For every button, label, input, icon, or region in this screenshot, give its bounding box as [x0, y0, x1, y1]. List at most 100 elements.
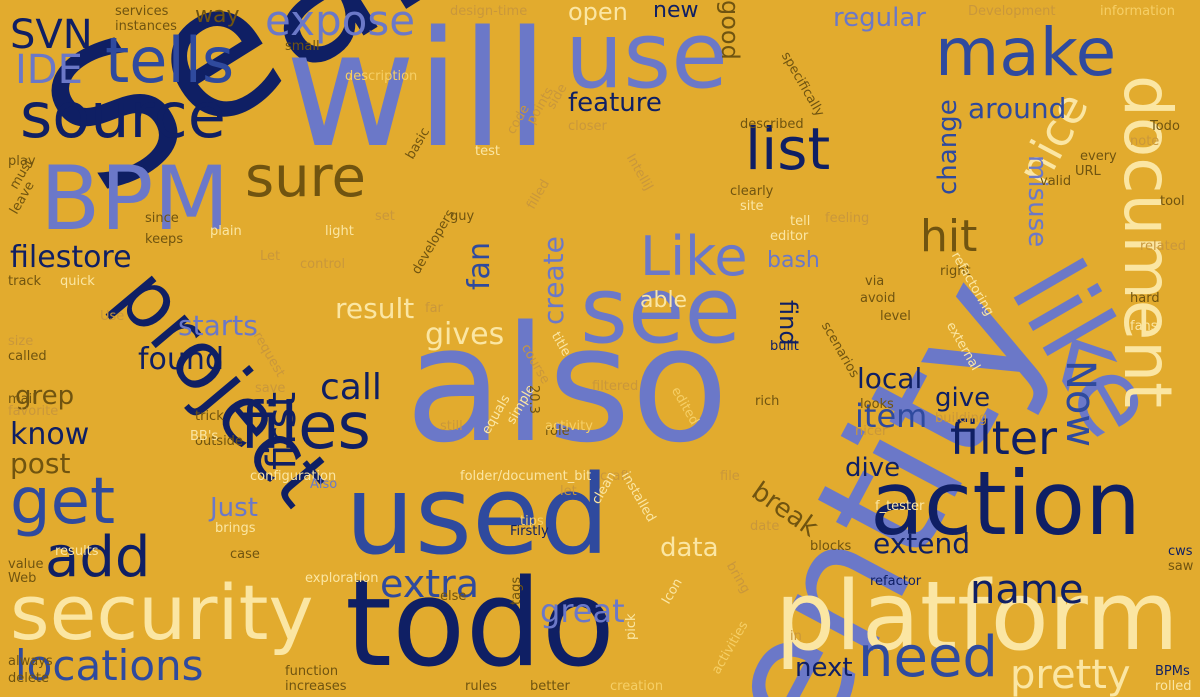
cloud-word: Now: [1057, 360, 1103, 448]
cloud-word: still: [440, 419, 463, 434]
cloud-word: Use: [100, 309, 125, 324]
cloud-word: clearly: [730, 184, 774, 199]
cloud-word: mail: [8, 392, 36, 407]
cloud-word: building: [935, 411, 988, 426]
cloud-word: editor: [770, 229, 809, 244]
cloud-word: play: [8, 154, 36, 169]
cloud-word: favorite: [8, 404, 59, 419]
cloud-word: add: [45, 525, 151, 590]
cloud-word: tell: [790, 214, 811, 229]
cloud-word: good: [716, 0, 744, 60]
cloud-word: saw: [1168, 559, 1194, 574]
cloud-word: sure: [245, 145, 366, 210]
cloud-word: described: [740, 117, 804, 132]
cloud-word: site: [740, 199, 764, 214]
cloud-word: keeps: [145, 232, 184, 247]
cloud-word: local: [857, 362, 923, 395]
cloud-word: SVN: [10, 12, 93, 58]
cloud-word: regular: [833, 3, 926, 33]
cloud-word: gives: [425, 317, 505, 352]
cloud-word: way: [195, 3, 240, 28]
cloud-word: rich: [755, 394, 780, 409]
cloud-word: fan: [462, 242, 497, 290]
cloud-word: platform: [775, 562, 1179, 672]
cloud-word: results: [55, 544, 99, 559]
cloud-word: filtered: [592, 379, 639, 394]
cloud-word: brings: [215, 521, 256, 536]
cloud-word: starts: [178, 309, 258, 342]
cloud-word: refactor: [870, 574, 922, 589]
cloud-word: via: [865, 274, 885, 289]
cloud-word: date: [750, 519, 780, 534]
cloud-word: Web: [8, 571, 37, 586]
cloud-word: case: [230, 547, 260, 562]
cloud-word: instances: [115, 19, 177, 34]
cloud-word: avoid: [860, 291, 896, 306]
cloud-word: blocks: [810, 539, 852, 554]
cloud-word: found: [138, 342, 224, 377]
cloud-word: activity: [545, 419, 593, 434]
cloud-word: feature: [568, 88, 662, 118]
cloud-word: creation: [610, 679, 664, 694]
cloud-word: set: [375, 209, 395, 224]
cloud-word: BPMs: [1155, 664, 1190, 679]
cloud-word: grep: [15, 381, 75, 411]
cloud-word: security: [10, 568, 314, 657]
cloud-word: exploration: [305, 571, 379, 586]
cloud-word: configuration: [250, 469, 337, 484]
cloud-word: Todo: [1150, 119, 1180, 134]
cloud-word: let: [560, 484, 577, 499]
cloud-word: see: [580, 257, 742, 364]
cloud-word: call: [320, 367, 382, 408]
cloud-word: extra: [380, 562, 480, 606]
cloud-word: change: [933, 99, 963, 195]
cloud-word: IntelliJ: [622, 151, 656, 194]
cloud-word: guy: [450, 209, 475, 224]
cloud-word: level: [880, 309, 911, 324]
cloud-word: BPM: [40, 147, 230, 250]
cloud-word: use: [565, 2, 728, 109]
cloud-word: file: [720, 469, 740, 484]
cloud-word: installed: [617, 469, 659, 525]
cloud-word: filter: [950, 411, 1058, 465]
cloud-word: expose: [265, 0, 416, 45]
cloud-word: else: [440, 589, 467, 604]
cloud-word: size: [8, 334, 34, 349]
cloud-word: delete: [8, 671, 49, 686]
cloud-word: need: [858, 625, 998, 690]
cloud-word: rolled: [1155, 679, 1192, 694]
cloud-word: role: [545, 424, 570, 439]
cloud-word: better: [530, 679, 570, 694]
cloud-word: feeling: [825, 211, 870, 226]
cloud-word: give: [935, 383, 991, 413]
cloud-word: create: [537, 236, 570, 325]
cloud-word: next: [795, 653, 853, 683]
cloud-word: far: [425, 301, 443, 316]
cloud-word: quick: [60, 274, 95, 289]
cloud-word: description: [345, 69, 418, 84]
cloud-word: control: [300, 257, 346, 272]
cloud-word: function: [285, 664, 339, 679]
cloud-word: tips: [520, 514, 544, 529]
cloud-word: track: [8, 274, 42, 289]
cloud-word: files: [240, 390, 371, 464]
cloud-word: around: [968, 92, 1067, 125]
cloud-word: great: [540, 592, 625, 630]
cloud-word: specifically: [777, 49, 827, 120]
cloud-word: rules: [465, 679, 497, 694]
cloud-word: new: [653, 0, 699, 23]
cloud-word: right: [940, 264, 971, 279]
cloud-word: get: [10, 465, 116, 539]
cloud-word: locations: [15, 641, 204, 690]
cloud-word: folder/document_bit: [460, 469, 592, 484]
cloud-word: Just: [210, 493, 258, 523]
cloud-word: every: [1080, 149, 1117, 164]
cloud-word: misuse: [1022, 155, 1052, 248]
cloud-word: Let: [260, 249, 281, 264]
cloud-word: design-time: [450, 4, 528, 19]
cloud-word: related: [1140, 239, 1186, 254]
cloud-word: URL: [1075, 164, 1101, 179]
cloud-word: also: [405, 291, 729, 478]
cloud-word: information: [1100, 4, 1176, 19]
